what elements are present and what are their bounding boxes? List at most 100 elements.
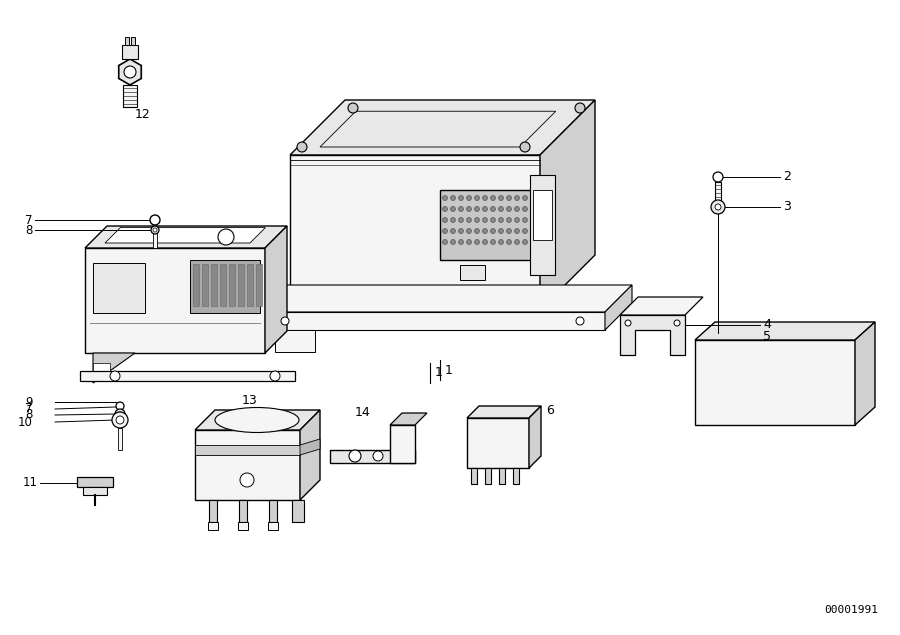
Text: 7: 7 <box>25 403 33 415</box>
Polygon shape <box>533 190 552 240</box>
Circle shape <box>499 229 503 234</box>
Circle shape <box>458 218 464 222</box>
Polygon shape <box>125 37 129 45</box>
Polygon shape <box>238 264 244 306</box>
Circle shape <box>482 239 488 244</box>
Text: 12: 12 <box>135 109 151 121</box>
Polygon shape <box>195 430 300 500</box>
Circle shape <box>576 317 584 325</box>
Circle shape <box>116 402 124 410</box>
Circle shape <box>466 239 472 244</box>
Polygon shape <box>620 297 703 315</box>
Circle shape <box>348 103 358 113</box>
Polygon shape <box>105 227 266 243</box>
Polygon shape <box>260 312 605 330</box>
Circle shape <box>112 412 128 428</box>
Text: 4: 4 <box>763 319 771 331</box>
Text: 00001991: 00001991 <box>824 605 878 615</box>
Circle shape <box>515 196 519 201</box>
Circle shape <box>466 206 472 211</box>
Polygon shape <box>93 363 110 373</box>
Circle shape <box>507 229 511 234</box>
Polygon shape <box>93 263 145 313</box>
Polygon shape <box>467 418 529 468</box>
Polygon shape <box>467 406 541 418</box>
Polygon shape <box>239 500 247 522</box>
Text: 10: 10 <box>18 415 33 429</box>
Circle shape <box>115 409 125 419</box>
Circle shape <box>458 206 464 211</box>
Polygon shape <box>247 264 253 306</box>
Ellipse shape <box>215 408 299 432</box>
Circle shape <box>466 218 472 222</box>
Circle shape <box>515 239 519 244</box>
Polygon shape <box>695 322 875 340</box>
Circle shape <box>491 206 496 211</box>
Circle shape <box>451 239 455 244</box>
Circle shape <box>118 412 122 416</box>
Circle shape <box>443 229 447 234</box>
Polygon shape <box>131 37 135 45</box>
Circle shape <box>150 215 160 225</box>
Circle shape <box>297 142 307 152</box>
Circle shape <box>715 204 721 210</box>
Circle shape <box>491 239 496 244</box>
Text: 11: 11 <box>23 476 38 490</box>
Circle shape <box>523 206 527 211</box>
Polygon shape <box>529 406 541 468</box>
Polygon shape <box>190 260 260 313</box>
Circle shape <box>507 218 511 222</box>
Circle shape <box>523 196 527 201</box>
Polygon shape <box>290 100 595 155</box>
Polygon shape <box>80 371 295 381</box>
Circle shape <box>443 206 447 211</box>
Text: 7: 7 <box>25 213 33 227</box>
Polygon shape <box>300 410 320 500</box>
Circle shape <box>474 206 480 211</box>
Circle shape <box>474 239 480 244</box>
Circle shape <box>499 239 503 244</box>
Circle shape <box>451 229 455 234</box>
Circle shape <box>218 229 234 245</box>
Text: 1: 1 <box>435 366 443 380</box>
Text: 9: 9 <box>25 396 33 408</box>
Polygon shape <box>300 439 320 455</box>
Polygon shape <box>119 59 141 85</box>
Circle shape <box>507 206 511 211</box>
Text: 8: 8 <box>25 224 33 236</box>
Circle shape <box>110 371 120 381</box>
Circle shape <box>153 228 157 232</box>
Circle shape <box>474 229 480 234</box>
Polygon shape <box>202 264 208 306</box>
Polygon shape <box>530 175 555 275</box>
Polygon shape <box>695 340 855 425</box>
Circle shape <box>523 229 527 234</box>
Polygon shape <box>85 226 287 248</box>
Circle shape <box>713 172 723 182</box>
Polygon shape <box>715 182 721 203</box>
Polygon shape <box>499 468 505 484</box>
Circle shape <box>507 196 511 201</box>
Polygon shape <box>460 265 485 280</box>
Polygon shape <box>260 285 632 312</box>
Circle shape <box>474 218 480 222</box>
Polygon shape <box>193 264 199 306</box>
Text: 3: 3 <box>783 201 791 213</box>
Polygon shape <box>209 500 217 522</box>
Circle shape <box>482 196 488 201</box>
Polygon shape <box>269 500 277 522</box>
Circle shape <box>482 218 488 222</box>
Polygon shape <box>485 468 491 484</box>
Circle shape <box>491 196 496 201</box>
Polygon shape <box>290 155 540 310</box>
Polygon shape <box>540 100 595 310</box>
Circle shape <box>124 66 136 78</box>
Polygon shape <box>195 410 320 430</box>
Text: 14: 14 <box>355 406 371 420</box>
Circle shape <box>443 218 447 222</box>
Polygon shape <box>93 353 135 383</box>
Circle shape <box>515 229 519 234</box>
Circle shape <box>451 206 455 211</box>
Polygon shape <box>256 264 262 306</box>
Text: 5: 5 <box>763 330 771 344</box>
